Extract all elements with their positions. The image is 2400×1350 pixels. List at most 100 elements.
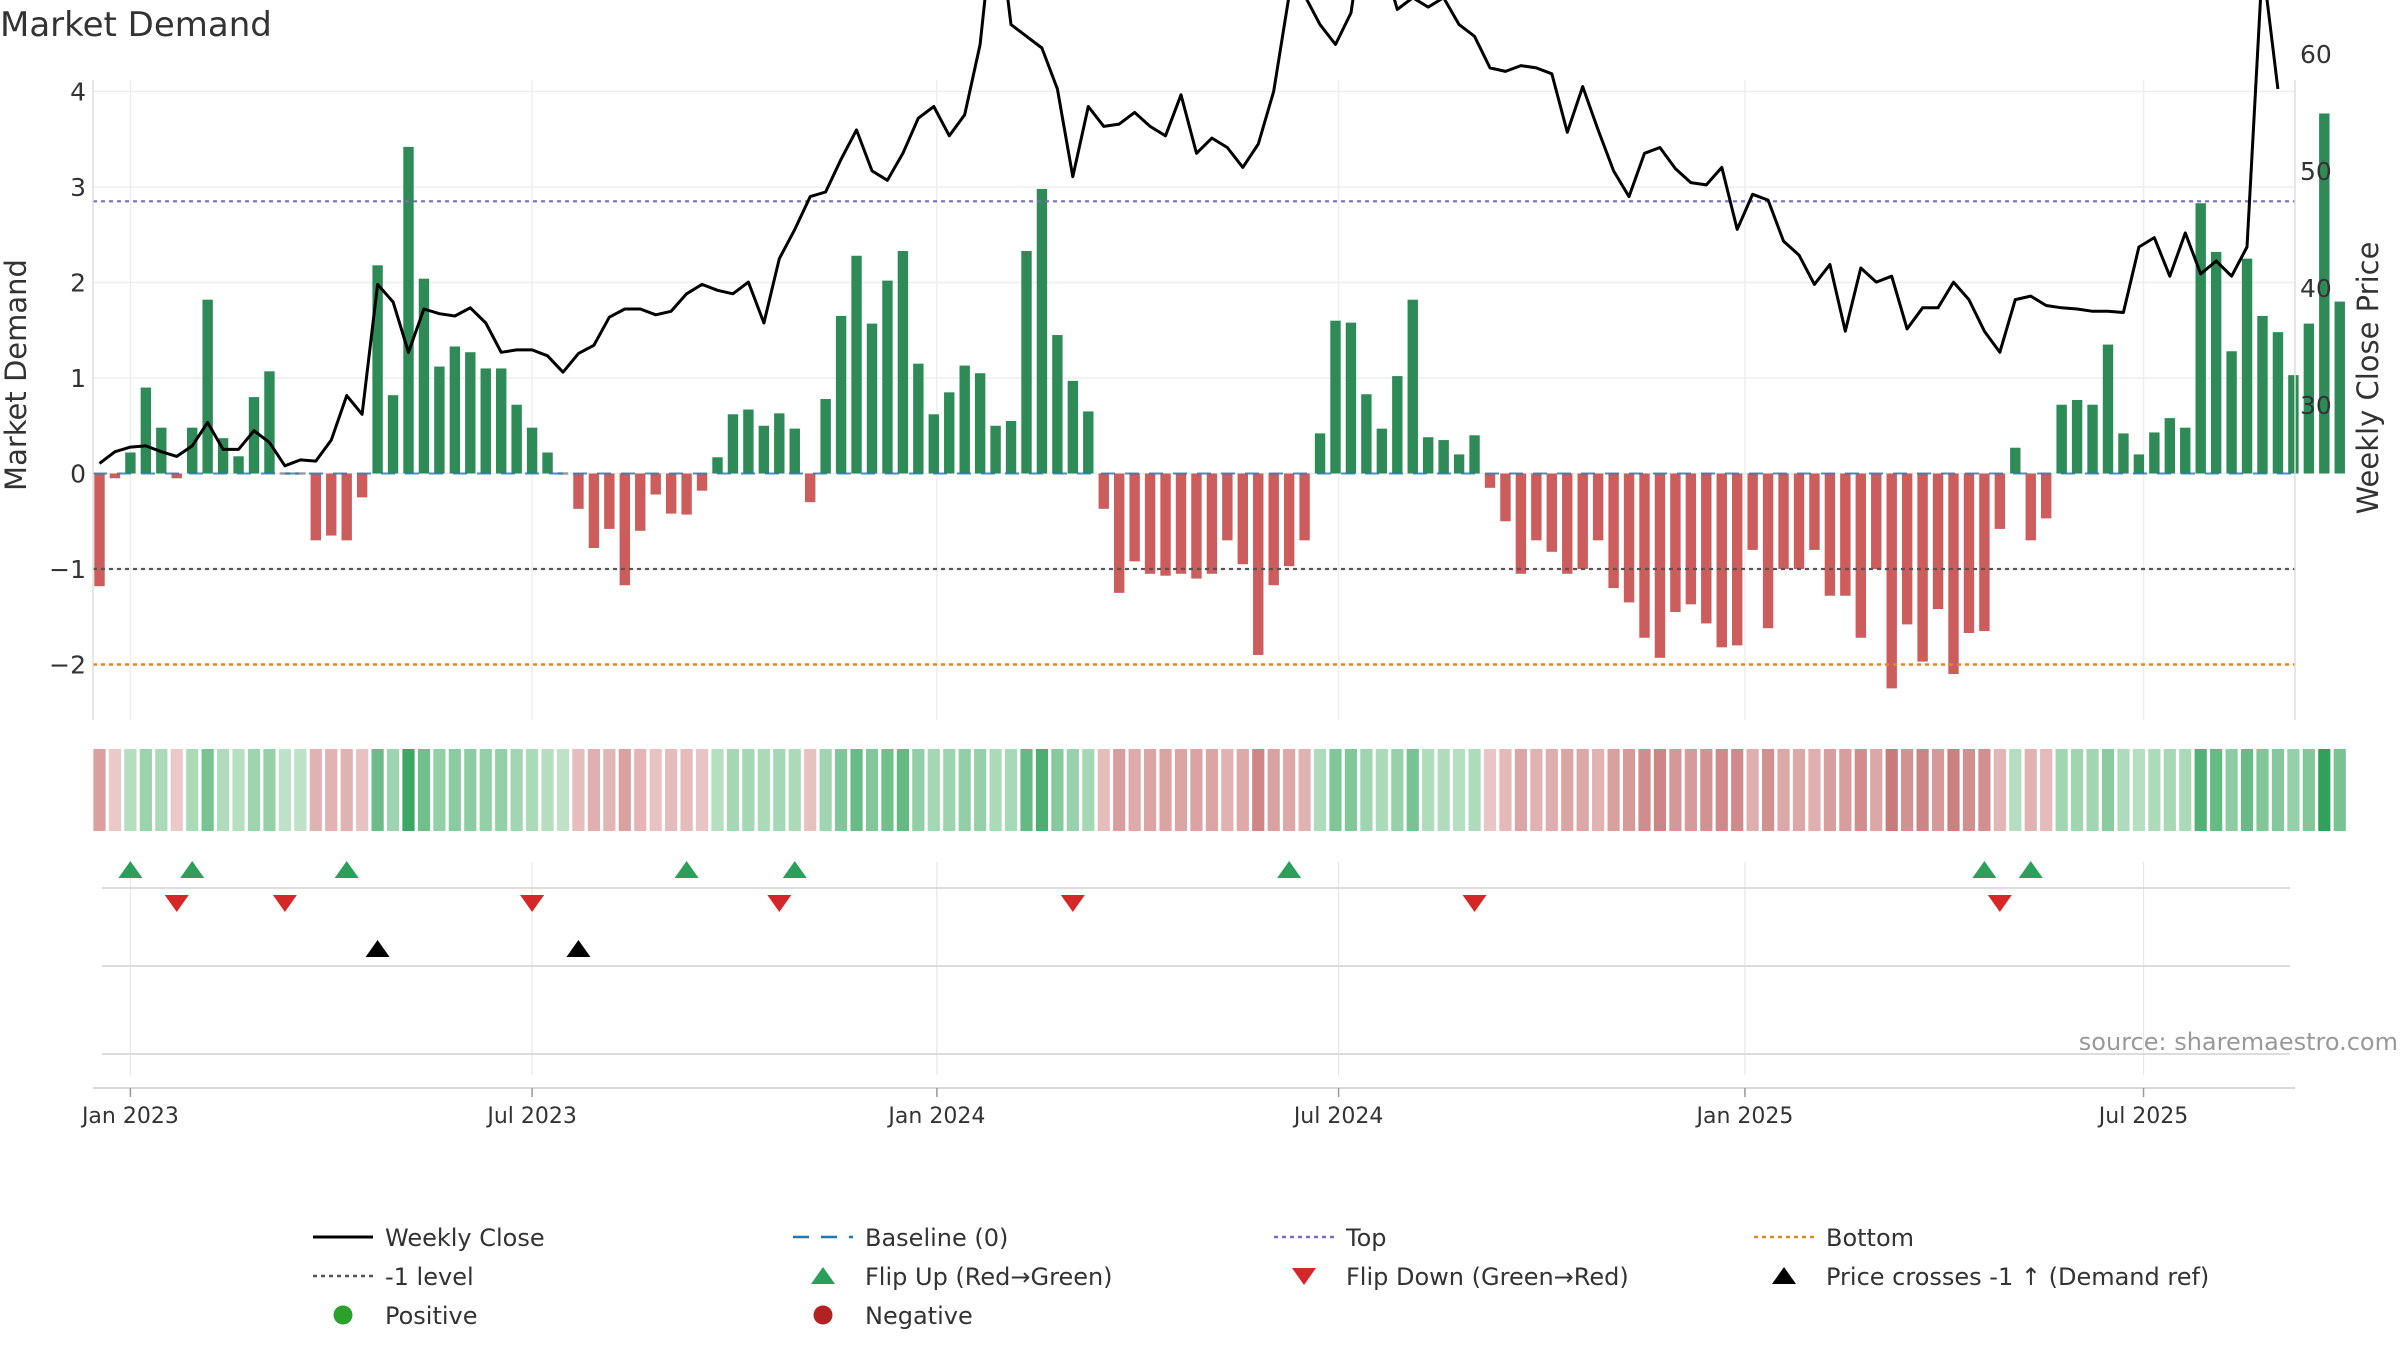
heat-cell [804,749,817,831]
demand-bar [1469,435,1480,474]
demand-bar [326,473,337,536]
demand-bar [758,425,770,474]
demand-bar [727,414,739,474]
legend-label: Bottom [1826,1224,1914,1252]
demand-bar [2010,447,2021,474]
heat-cell [1762,749,1775,831]
heat-cell [1561,749,1574,831]
heat-cell [865,749,879,831]
legend-swatch-triangle-up [811,1267,835,1284]
chart-title: Market Demand [0,5,272,45]
heat-cell [1360,749,1373,831]
heat-cell [1715,749,1728,831]
y2-axis-label: Weekly Close Price [2351,242,2385,515]
legend: Weekly Close Baseline (0) Top Bottom -1 leve… [313,1224,2209,1330]
x-tick-label: Jul 2025 [2097,1104,2189,1129]
heat-cell [1700,749,1713,831]
heat-cell [1669,749,1682,831]
flip-up-marker [1277,861,1302,878]
demand-bar [2118,433,2129,474]
demand-bar [1901,473,1913,625]
heat-cell [1978,749,1991,831]
heat-cell [1035,749,1049,831]
demand-bar [1824,473,1836,596]
heat-cell [433,749,446,831]
demand-bar [1592,473,1604,541]
demand-bar [1732,473,1743,646]
legend-swatch-triangle-down [1292,1268,1316,1285]
heat-cell [1313,749,1327,831]
demand-bar [944,392,955,474]
price-cross-marker [566,940,591,957]
signal-markers [102,861,2290,1055]
demand-bar [2272,332,2284,474]
price-cross-marker [365,940,390,957]
demand-bar [1948,473,1959,675]
legend-item: Price crosses -1 ↑ (Demand ref) [1772,1263,2209,1291]
demand-bar [1701,473,1712,624]
demand-bar [2056,404,2067,474]
demand-bar [1809,473,1820,550]
heat-cell [1684,749,1697,831]
flip-down-marker [767,895,792,912]
heat-cell [2210,749,2223,831]
demand-bar [882,280,893,474]
heat-cell [1947,749,1960,831]
heat-cell [1391,749,1404,831]
heat-cell [1916,749,1929,831]
demand-bar [187,427,198,474]
heat-cell [1870,749,1883,831]
legend-label: Flip Down (Green→Red) [1346,1263,1629,1291]
reference-lines [93,200,2295,666]
demand-bar [1052,335,1063,474]
heat-cell [170,749,183,831]
y-tick-label: 4 [70,78,86,107]
demand-bar [1840,473,1851,596]
heat-cell [2117,749,2130,831]
heat-cell [881,749,894,831]
demand-bar [2303,323,2315,474]
demand-bar [248,397,260,474]
heat-cell [155,749,168,831]
heat-cell [1066,749,1079,831]
demand-bar [1639,473,1650,638]
demand-bar [1855,473,1866,638]
heat-cell [1854,749,1867,831]
demand-bar [866,323,878,474]
demand-bar [1762,473,1774,629]
demand-bar [712,457,723,474]
demand-bar [1438,440,1449,474]
demand-bar [217,438,229,474]
heat-cell [2101,749,2115,831]
heat-cell [294,749,307,831]
demand-bar [820,399,831,474]
demand-bar [1222,473,1233,541]
heat-cell [2009,749,2022,831]
heat-cell [665,749,678,831]
y-tick-label: −1 [49,555,86,584]
demand-bar [2319,113,2330,474]
demand-bar [2087,404,2098,474]
heat-cell [603,749,616,831]
legend-label: Price crosses -1 ↑ (Demand ref) [1826,1263,2209,1291]
demand-bar [2164,418,2175,474]
heat-cell [1113,749,1126,831]
heat-cell [788,749,801,831]
demand-bar [140,387,152,474]
demand-bar [1608,473,1619,589]
heat-cell [726,749,740,831]
demand-bar [1423,437,1434,474]
heat-cell [232,749,245,831]
heat-cell [263,749,276,831]
heat-cell [2132,749,2145,831]
heat-cell [124,749,137,831]
demand-bar [1963,473,1975,633]
heat-cell [819,749,832,831]
flip-down-marker [520,895,545,912]
demand-bar [743,409,754,474]
heat-cell [325,749,338,831]
demand-bar [1299,473,1310,541]
demand-bar [1546,473,1557,552]
demand-bar [696,473,708,491]
